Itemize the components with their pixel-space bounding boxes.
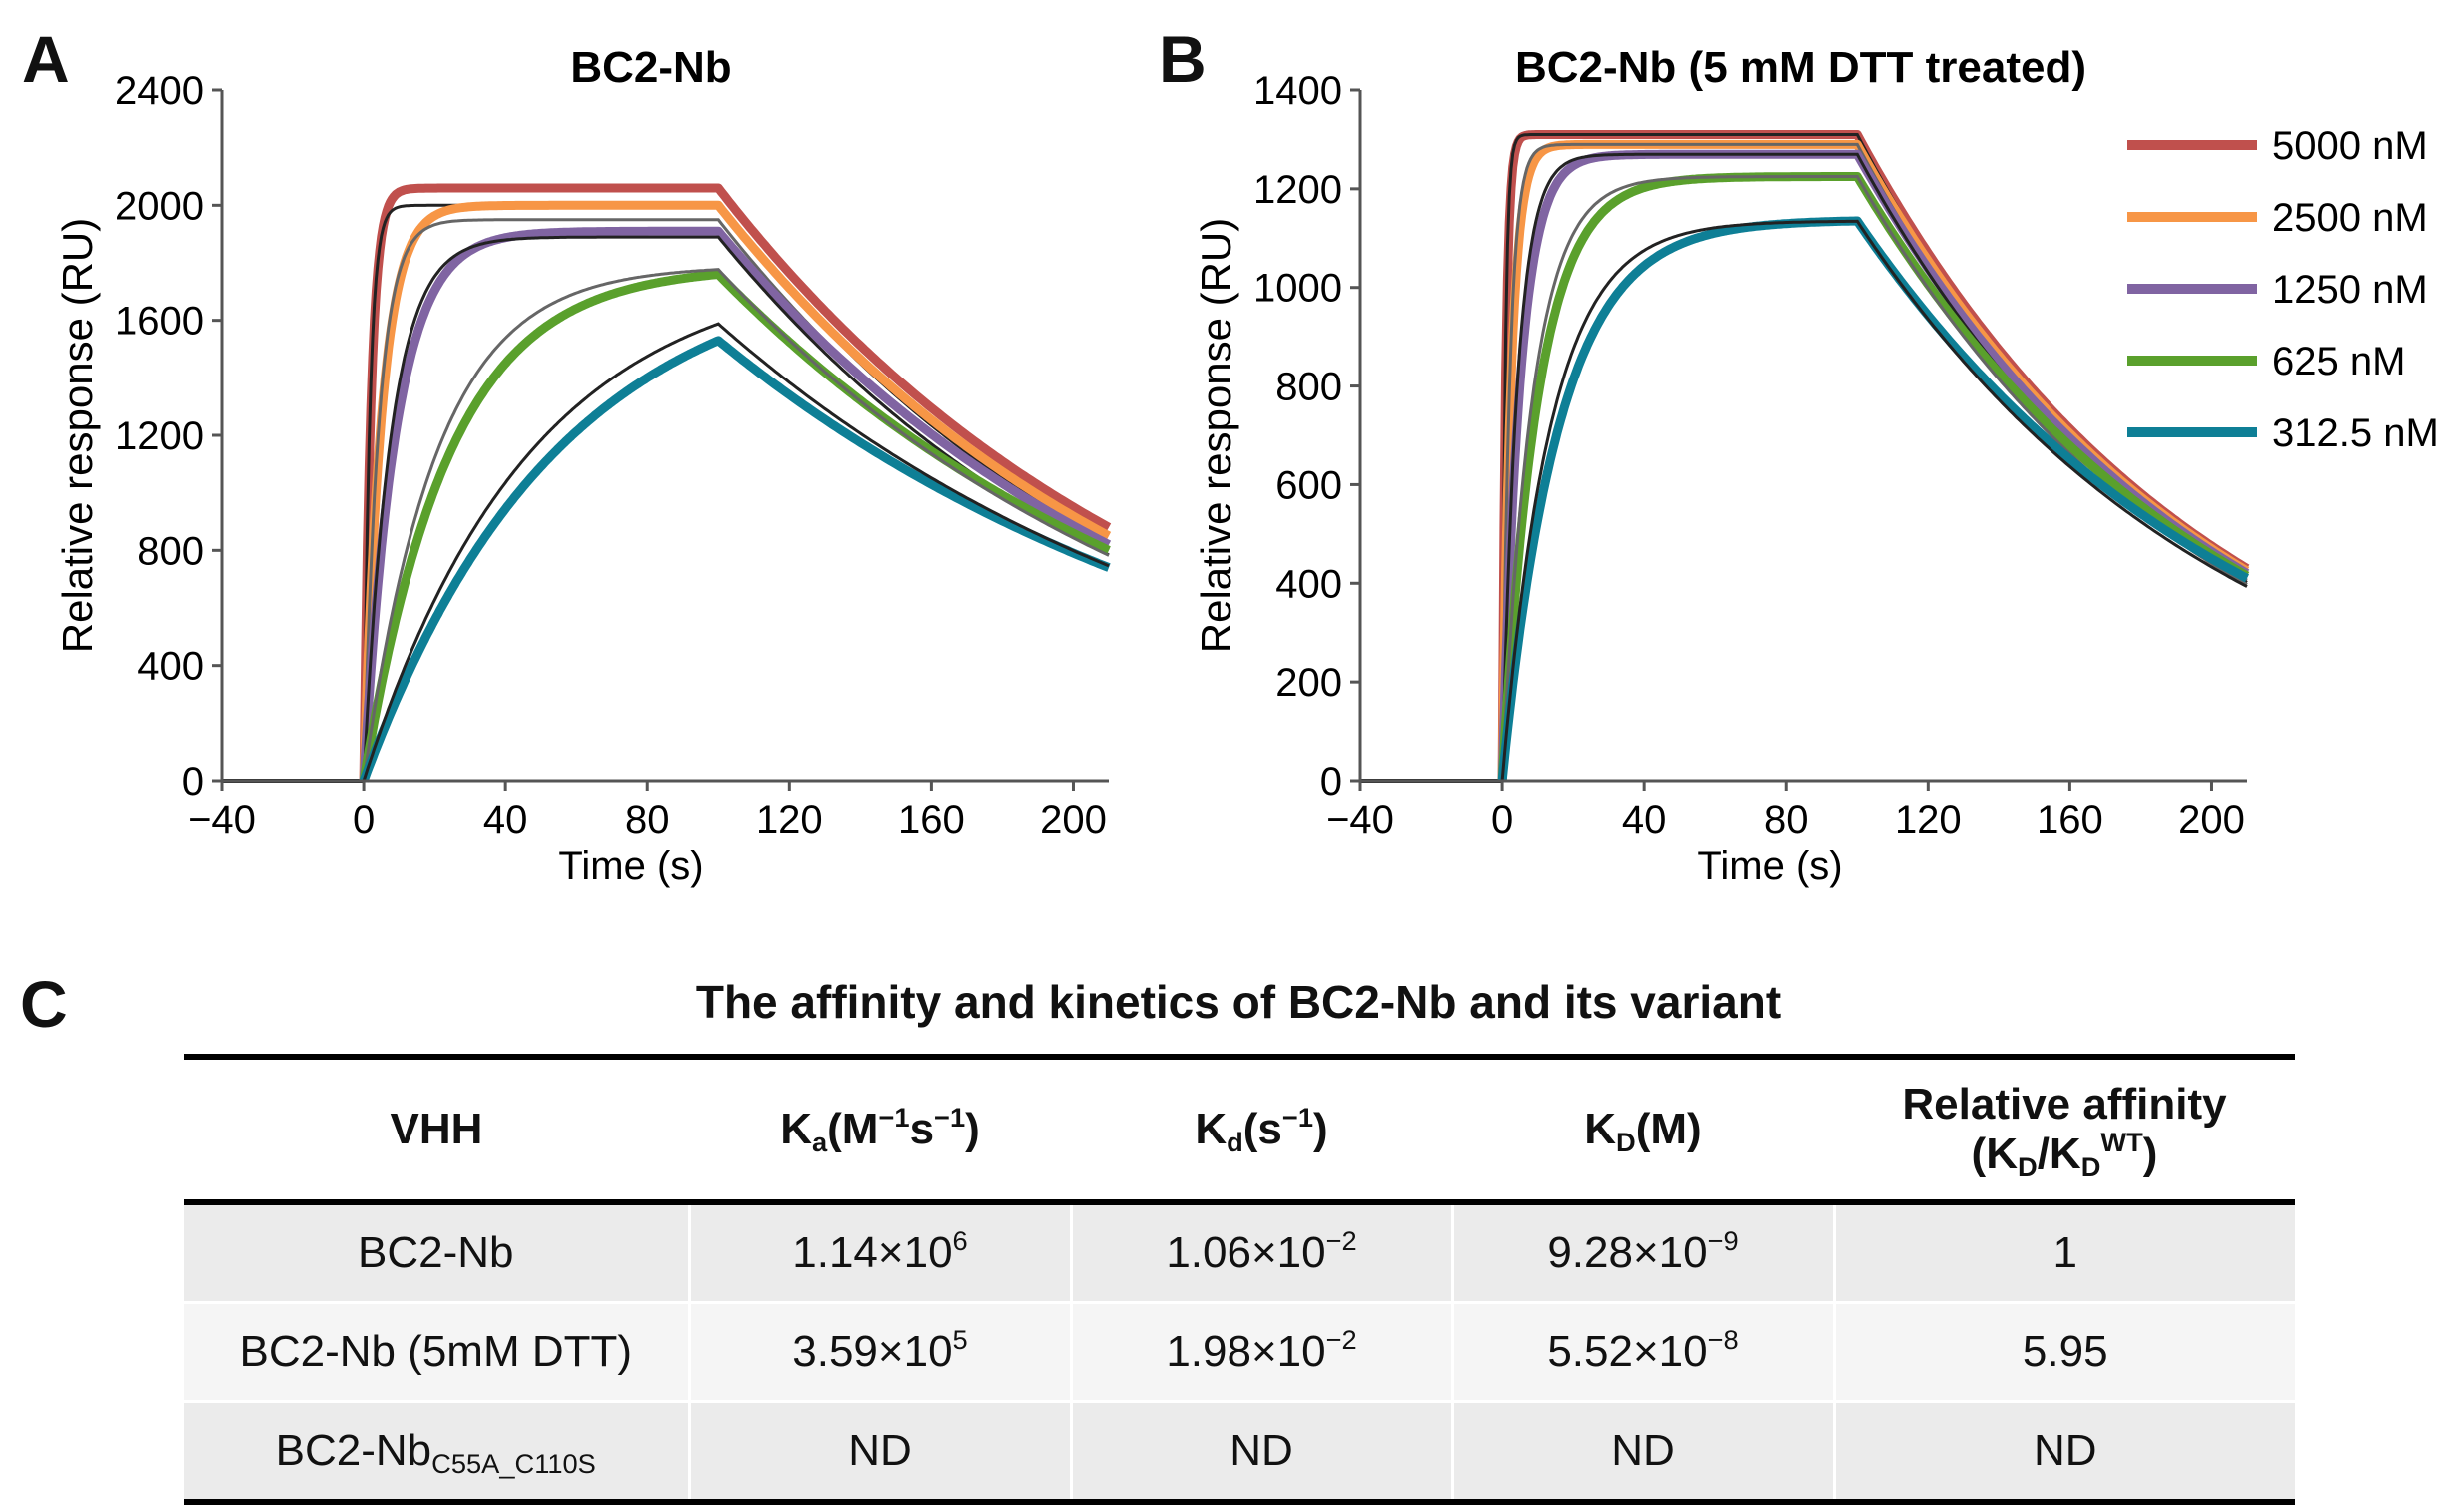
x-tick-label: 200	[2178, 798, 2245, 842]
y-tick-label: 0	[1320, 760, 1342, 804]
series-line-625-nM	[359, 270, 1111, 782]
header-relative-affinity: Relative affinity (KD/KDWT)	[1834, 1054, 2295, 1205]
table-row: BC2-Nb 1.14×106 1.06×10−2 9.28×10−9 1	[184, 1202, 2295, 1304]
x-tick-label: 120	[1895, 798, 1962, 842]
cell-kd: 1.98×10−2	[1071, 1302, 1454, 1403]
cell-relative-affinity: 1	[1834, 1202, 2295, 1304]
series-line-2500-nM	[359, 200, 1112, 782]
chart-title: BC2-Nb	[570, 43, 731, 92]
x-tick-label: 120	[756, 798, 823, 842]
y-tick-label: 1400	[1253, 69, 1342, 113]
cell-relative-affinity: ND	[1834, 1401, 2295, 1505]
x-tick-label: −40	[1326, 798, 1394, 842]
y-axis-label: Relative response (RU)	[54, 218, 101, 654]
x-tick-label: 40	[1622, 798, 1667, 842]
y-tick-label: 800	[137, 529, 204, 573]
cell-relative-affinity: 5.95	[1834, 1302, 2295, 1403]
cell-vhh: BC2-Nb	[184, 1202, 691, 1304]
fit-line	[1500, 219, 2248, 782]
header-ka: Ka(M−1s−1)	[689, 1054, 1071, 1205]
header-KD: KD(M)	[1452, 1054, 1834, 1205]
panel-letter-a: A	[22, 22, 70, 96]
table-row: BC2-NbC55A_C110S ND ND ND ND	[184, 1401, 2295, 1505]
y-tick-label: 200	[1275, 661, 1342, 705]
x-tick-label: 160	[898, 798, 965, 842]
x-tick-label: 80	[1764, 798, 1809, 842]
cell-ka: 3.59×105	[689, 1302, 1073, 1403]
x-tick-label: 40	[483, 798, 528, 842]
series-line-1250-nM	[359, 226, 1112, 782]
panel-letter-c: C	[20, 967, 68, 1041]
x-tick-label: 0	[353, 798, 375, 842]
y-tick-label: 2000	[115, 184, 204, 228]
x-tick-label: 160	[2037, 798, 2103, 842]
chart-a-binding-kinetics: BC2-Nb −40 0 40 80 120 160 2000400800120016002…	[54, 43, 1112, 888]
y-tick-label: 1200	[115, 414, 204, 458]
fit-line	[1500, 175, 2248, 782]
x-axis-label: Time (s)	[1697, 844, 1842, 888]
legend-label: 5000 nM	[2272, 124, 2428, 168]
y-tick-label: 1200	[1253, 168, 1342, 212]
cell-ka: 1.14×106	[689, 1202, 1073, 1304]
fit-line	[362, 268, 1110, 782]
y-tick-label: 400	[1275, 562, 1342, 606]
kinetics-table: VHH Ka(M−1s−1) Kd(s−1) KD(M) Relative af…	[184, 1054, 2295, 1505]
legend-label: 1250 nM	[2272, 268, 2428, 312]
y-axis-label: Relative response (RU)	[1193, 218, 1239, 654]
chart-b-binding-kinetics: BC2-Nb (5 mM DTT treated) −40 0 40 80 120 160…	[1193, 43, 2439, 888]
fit-line	[362, 235, 1110, 782]
y-tick-label: 800	[1275, 366, 1342, 409]
y-tick-label: 0	[182, 760, 204, 804]
fit-line	[1500, 133, 2248, 782]
cell-vhh: BC2-Nb (5mM DTT)	[184, 1302, 691, 1403]
legend: 5000 nM 2500 nM 1250 nM 625 nM 312.5 nM	[2127, 124, 2439, 455]
y-tick-label: 1600	[115, 300, 204, 344]
cell-KD: 9.28×10−9	[1452, 1202, 1836, 1304]
x-axis-label: Time (s)	[558, 844, 703, 888]
y-tick-label: 400	[137, 645, 204, 689]
table-title: The affinity and kinetics of BC2-Nb and …	[695, 976, 1782, 1028]
fit-line	[362, 322, 1110, 782]
series-line-5000-nM	[359, 183, 1112, 782]
cell-KD: ND	[1452, 1401, 1836, 1505]
cell-kd: ND	[1071, 1401, 1454, 1505]
x-tick-label: −40	[188, 798, 256, 842]
cell-vhh: BC2-NbC55A_C110S	[184, 1401, 691, 1505]
cell-KD: 5.52×10−8	[1452, 1302, 1836, 1403]
series-line-5000-nM	[1497, 130, 2250, 782]
legend-label: 625 nM	[2272, 340, 2405, 383]
panel-letter-b: B	[1159, 22, 1207, 96]
table-header-row: VHH Ka(M−1s−1) Kd(s−1) KD(M) Relative af…	[184, 1054, 2295, 1205]
y-tick-label: 600	[1275, 463, 1342, 507]
legend-label: 2500 nM	[2272, 196, 2428, 240]
x-tick-label: 0	[1491, 798, 1513, 842]
chart-title: BC2-Nb (5 mM DTT treated)	[1515, 43, 2086, 92]
cell-ka: ND	[689, 1401, 1073, 1505]
header-vhh: VHH	[184, 1054, 689, 1205]
series-line-312-5-nM	[359, 336, 1111, 783]
x-tick-label: 80	[625, 798, 670, 842]
legend-label: 312.5 nM	[2272, 411, 2439, 455]
table-row: BC2-Nb (5mM DTT) 3.59×105 1.98×10−2 5.52…	[184, 1302, 2295, 1403]
series-line-625-nM	[1497, 172, 2250, 782]
y-tick-label: 2400	[115, 69, 204, 113]
header-kd: Kd(s−1)	[1071, 1054, 1452, 1205]
cell-kd: 1.06×10−2	[1071, 1202, 1454, 1304]
x-tick-label: 200	[1040, 798, 1107, 842]
y-tick-label: 1000	[1253, 267, 1342, 311]
